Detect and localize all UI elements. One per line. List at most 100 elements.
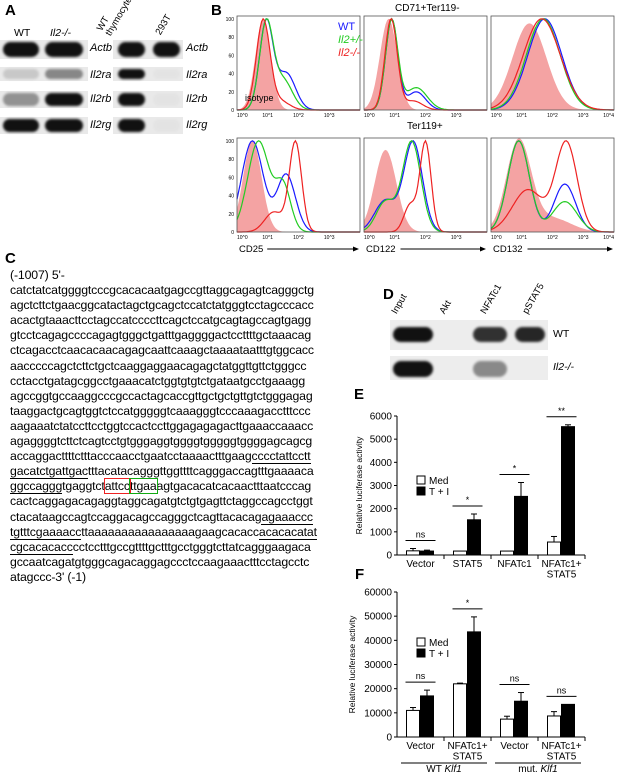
primer-underline: gacatctgattgac (10, 464, 88, 480)
legend-label: Med (429, 638, 448, 649)
histogram-il2 (490, 18, 615, 111)
sequence-segment: atagccc-3' (-1) (10, 569, 86, 584)
legend-label: T + I (429, 649, 449, 660)
gel-band (473, 361, 507, 377)
y-tick-label: 80 (228, 157, 234, 163)
gel-band (118, 69, 145, 79)
lane-label-wt: WT (14, 27, 31, 39)
sequence-segment: ctcagacctcaacacaacagagcaattcaaagctaaaata… (10, 343, 314, 358)
sequence-line: tgtttcgaaaaccttaaaaaaaaaaaaaaaagaagcacac… (10, 524, 317, 540)
y-tick-label: 20 (228, 212, 234, 218)
sequence-line: atagccc-3' (-1) (10, 570, 317, 585)
gel-strip (113, 91, 183, 108)
x-tick-label: 10^3 (324, 235, 335, 241)
sequence-segment: agctcttctgaacggcatactagctgcagctccatctatg… (10, 298, 314, 313)
y-tick-label: 0 (386, 551, 392, 562)
bar-med-3 (547, 715, 561, 738)
gel-band (118, 119, 145, 132)
category-label: NFATc1 (497, 559, 532, 570)
sequence-line: acactgtaaacttcctagccatccccttcagctccatgca… (10, 313, 317, 328)
bar-ti-0 (420, 550, 434, 556)
primer-underline: acacacatat (258, 524, 317, 540)
lane-label-akt: Akt (437, 298, 454, 316)
bar-ti-2 (514, 495, 528, 556)
gene-label-il2ra: Il2ra (90, 69, 112, 81)
primer-underline: tgtttcgaaaacc (10, 524, 82, 540)
group-label: mut. Klf1 (518, 764, 557, 775)
gel-band (153, 93, 180, 106)
y-tick-label: 40 (228, 72, 234, 78)
gel-band (393, 361, 433, 377)
gel-band (45, 119, 83, 132)
bar-med-2 (500, 550, 514, 556)
y-tick-label: 20000 (364, 684, 392, 695)
sequence-segment: agccggtgccaaggcccgccactagcaccgttgctgctgt… (10, 388, 313, 403)
category-label: NFATc1+ (541, 741, 581, 752)
luciferase-chart-f: 0 10000 20000 30000 40000 50000 60000 Relative … (347, 588, 586, 775)
plot-frame (236, 137, 361, 233)
group-label: WT Klf1 (426, 764, 461, 775)
y-tick-label: 6000 (370, 412, 393, 423)
y-tick-label: 0 (231, 108, 234, 114)
y-tick-label: 80 (228, 35, 234, 41)
panel-b-label: B (211, 2, 222, 19)
isotype-histogram (237, 140, 360, 232)
legend-swatch (416, 637, 426, 647)
bar-med-0 (406, 709, 420, 738)
sequence-line: cgcacacacccctcctttgccgttttgctttgcctgggtc… (10, 539, 317, 555)
x-tick-label: 10^2 (547, 113, 558, 119)
primer-underline: ggccaggg (10, 479, 63, 495)
y-tick-label: 40000 (364, 636, 392, 647)
significance-label: ns (557, 685, 567, 695)
sequence-line: aacccccagctcttctgctcaaggaggaacagagctatgg… (10, 359, 317, 374)
sequence-segment: gtcctcagagccccagagtgggctgatttgaggggactcc… (10, 328, 312, 343)
gene-label-actb: Actb (186, 42, 209, 54)
legend-il2: Il2-/- (338, 47, 360, 59)
sequence-line: cctacctgatagcggcctgaaacatctggtgtgtctgata… (10, 374, 317, 389)
x-tick-label: 10^1 (262, 113, 273, 119)
category-label: STAT5 (453, 559, 483, 570)
panel-f-label: F (355, 566, 365, 583)
gel-strip (113, 67, 183, 81)
nfat-site-box: ttgaa (128, 478, 158, 495)
bar-ti-1 (467, 631, 481, 738)
sequence-line: aagaaatctatccttcctggtccactccttggagagagac… (10, 419, 317, 434)
gel-strip (113, 117, 183, 134)
gel-band (118, 93, 145, 106)
gel-band (3, 69, 39, 79)
y-tick-label: 60 (228, 53, 234, 59)
histogram-plot: 10^0 10^1 10^2 10^3 10^4 (490, 137, 615, 241)
isotype-histogram (364, 18, 487, 110)
gel-strip (0, 117, 88, 134)
gel-band (3, 42, 39, 57)
row-label-il2ko: Il2-/- (553, 361, 574, 373)
x-tick-label: 10^3 (578, 113, 589, 119)
primer-underline: cgcacacacc (10, 539, 73, 555)
bar-ti-0 (420, 695, 434, 738)
y-tick-label: 100 (226, 139, 235, 145)
x-tick-label: 10^1 (262, 235, 273, 241)
bar-ti-3 (561, 426, 575, 556)
x-tick-label: 10^2 (420, 235, 431, 241)
gel-strip (390, 356, 548, 380)
bar-med-3 (547, 541, 561, 556)
bar-ti-3 (561, 703, 575, 738)
histogram-plot: 10^0 10^1 10^2 10^3 10^4 (490, 15, 615, 119)
gel-band (45, 93, 83, 106)
sequence-line: agccggtgccaaggcccgccactagcaccgttgctgctgt… (10, 389, 317, 404)
sequence-segment: cctacctgatagcggcctgaaacatctggtgtgtctgata… (10, 373, 306, 388)
bottom-row-title: Ter119+ (407, 121, 443, 132)
sequence-segment: gccaatcagatgtgggcagacaggagccctccaagaaact… (10, 554, 310, 569)
gel-band (393, 327, 433, 342)
x-tick-label: 10^2 (293, 235, 304, 241)
sequence-segment: cactcaggagacagaggtaggcagatgtctgtgagttcta… (10, 494, 313, 509)
legend-swatch (416, 475, 426, 485)
histogram-plot: 0 20 40 60 80 100 10^0 10^1 10^2 10^3 (226, 15, 361, 119)
significance-label: * (513, 463, 517, 473)
x-tick-label: 10^0 (364, 235, 375, 241)
sequence-segment: agtgacacatcacaactttaatcccag (156, 479, 312, 494)
sequence-line: gccaatcagatgtgggcagacaggagccctccaagaaact… (10, 555, 317, 570)
legend-wt: WT (338, 21, 355, 33)
bar-med-1 (453, 683, 467, 738)
